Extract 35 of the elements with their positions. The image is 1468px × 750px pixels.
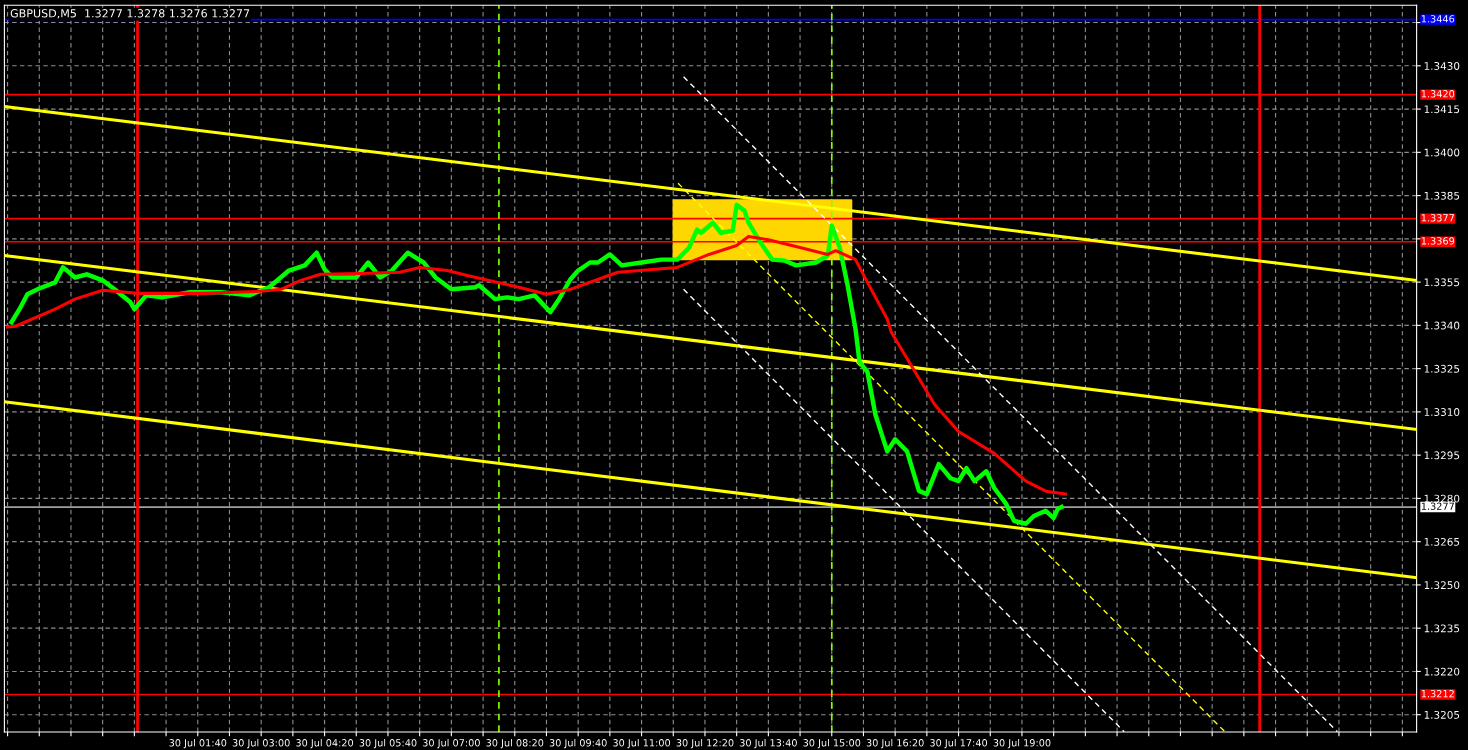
ref-line-label: 1.3277 <box>1421 502 1454 510</box>
y-tick-label: 1.3295 <box>1424 451 1460 460</box>
y-tick-label: 1.3325 <box>1424 364 1460 373</box>
ref-line-label: 1.3212 <box>1421 689 1454 698</box>
x-tick-label: 30 Jul 04:20 <box>296 738 354 749</box>
y-tick-label: 1.3220 <box>1424 667 1460 676</box>
ref-line-label: 1.3377 <box>1421 214 1454 222</box>
ref-line-label: 1.3446 <box>1421 15 1455 23</box>
ref-line-label: 1.3420 <box>1421 90 1455 98</box>
x-tick-label: 30 Jul 15:00 <box>803 738 861 749</box>
x-tick-label: 30 Jul 03:00 <box>232 738 290 749</box>
y-tick-label: 1.3235 <box>1424 624 1460 633</box>
y-tick-label: 1.3310 <box>1424 408 1460 416</box>
y-tick-label: 1.3385 <box>1424 191 1460 200</box>
x-tick-label: 30 Jul 08:20 <box>486 738 544 749</box>
y-tick-label: 1.3265 <box>1424 537 1460 546</box>
ref-line-label: 1.3369 <box>1421 237 1455 245</box>
y-tick-label: 1.3250 <box>1424 581 1460 590</box>
y-tick-label: 1.3355 <box>1424 278 1460 287</box>
y-tick-label: 1.3205 <box>1424 710 1460 719</box>
y-tick-label: 1.3400 <box>1424 148 1460 157</box>
x-tick-label: 30 Jul 13:40 <box>739 738 797 749</box>
chart-title: GBPUSD,M5 1.3277 1.3278 1.3276 1.3277 <box>10 9 250 19</box>
x-tick-label: 30 Jul 07:00 <box>422 738 480 749</box>
y-tick-label: 1.3430 <box>1424 62 1460 70</box>
x-tick-label: 30 Jul 16:20 <box>866 738 924 749</box>
y-tick-label: 1.3415 <box>1424 105 1460 114</box>
x-tick-label: 30 Jul 01:40 <box>169 738 227 749</box>
x-tick-label: 30 Jul 05:40 <box>359 738 417 749</box>
x-tick-label: 30 Jul 12:20 <box>676 738 734 749</box>
x-tick-label: 30 Jul 17:40 <box>930 738 988 749</box>
x-tick-label: 30 Jul 11:00 <box>613 738 671 749</box>
x-tick-label: 30 Jul 09:40 <box>549 738 607 749</box>
x-tick-label: 30 Jul 19:00 <box>993 738 1051 749</box>
y-tick-label: 1.3340 <box>1424 321 1460 330</box>
